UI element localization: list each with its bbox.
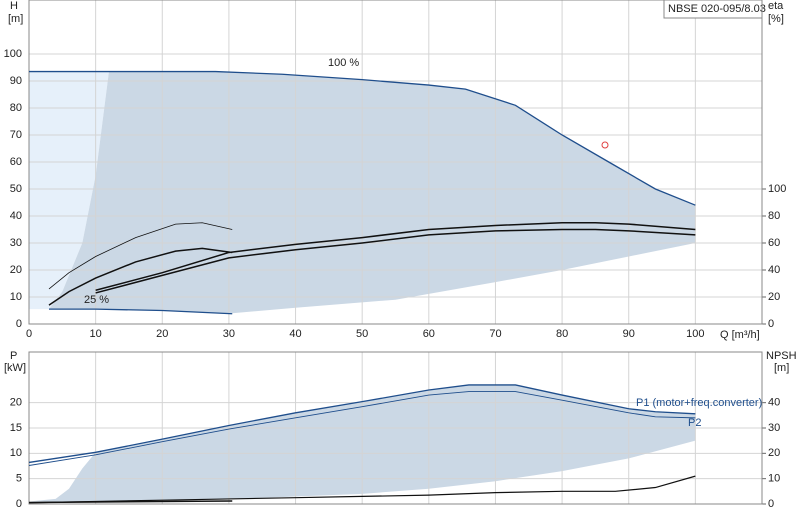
curve: [28, 475, 696, 504]
y2-tick-label: 0: [768, 498, 774, 510]
y-tick-label: 0: [16, 498, 22, 510]
y2-tick-label: 20: [768, 291, 780, 303]
x-tick-label: 60: [423, 328, 435, 340]
y-tick-label: 40: [10, 210, 22, 222]
y2-label: eta: [768, 0, 784, 12]
x-tick-label: 0: [26, 328, 32, 340]
curve: [48, 308, 233, 315]
x-tick-label: 50: [356, 328, 368, 340]
x-tick-label: 70: [489, 328, 501, 340]
y2-tick-label: 0: [768, 318, 774, 330]
curve: [95, 228, 696, 294]
y-tick-label: 10: [10, 291, 22, 303]
y-tick-label: 20: [10, 397, 22, 409]
y-label: H: [10, 0, 18, 12]
y-tick-label: 0: [16, 318, 22, 330]
curve: [48, 247, 233, 306]
x-tick-label: 80: [556, 328, 568, 340]
curve: [95, 222, 696, 291]
curve: [48, 222, 233, 290]
curve: [29, 70, 696, 206]
y-tick-label: 60: [10, 156, 22, 168]
y-tick-label: 90: [10, 75, 22, 87]
x-tick-label: 20: [156, 328, 168, 340]
y2-tick-label: 10: [768, 473, 780, 485]
x-tick-label: 40: [289, 328, 301, 340]
y2-tick-label: 40: [768, 264, 780, 276]
y-tick-label: 70: [10, 129, 22, 141]
y-tick-label: 50: [10, 183, 22, 195]
y2-label: [m]: [774, 362, 789, 374]
chart-title: NBSE 020-095/8.03: [668, 3, 766, 15]
operating-area: [48, 71, 696, 314]
marker: [601, 141, 609, 149]
y-tick-label: 100: [4, 48, 22, 60]
curve-label: 25 %: [84, 294, 109, 306]
y-label: P: [10, 350, 17, 362]
curve: [28, 384, 696, 464]
x-tick-label: 10: [90, 328, 102, 340]
curve-label: P1 (motor+freq.converter): [636, 397, 762, 409]
y-tick-label: 30: [10, 237, 22, 249]
y2-tick-label: 20: [768, 447, 780, 459]
plot-frame: [28, 351, 763, 505]
curve: [28, 500, 233, 504]
y-tick-label: 80: [10, 102, 22, 114]
y2-label: [%]: [768, 13, 784, 25]
plot-frame: [28, 0, 763, 325]
y2-tick-label: 60: [768, 237, 780, 249]
y-tick-label: 15: [10, 422, 22, 434]
y2-tick-label: 40: [768, 397, 780, 409]
operating-area: [29, 71, 109, 310]
y2-tick-label: 30: [768, 422, 780, 434]
y2-label: NPSH: [766, 350, 797, 362]
x-tick-label: 90: [623, 328, 635, 340]
y-label: [m]: [8, 13, 23, 25]
curve-label: P2: [688, 417, 701, 429]
y2-tick-label: 100: [768, 183, 786, 195]
y-tick-label: 5: [16, 473, 22, 485]
curve: [28, 391, 696, 466]
x-label: Q [m³/h]: [720, 329, 760, 341]
y-label: [kW]: [4, 362, 26, 374]
curve-label: 100 %: [328, 57, 359, 69]
y-tick-label: 20: [10, 264, 22, 276]
x-tick-label: 30: [223, 328, 235, 340]
y-tick-label: 10: [10, 447, 22, 459]
x-tick-label: 100: [686, 328, 704, 340]
y2-tick-label: 80: [768, 210, 780, 222]
